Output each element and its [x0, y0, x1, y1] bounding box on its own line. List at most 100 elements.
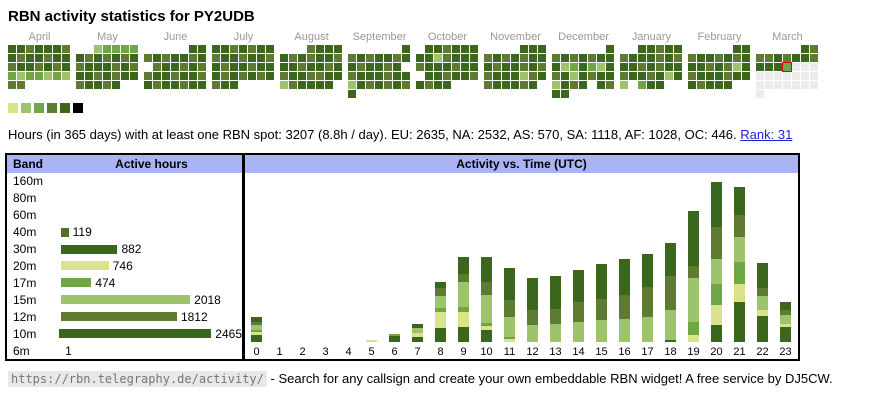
day-cell	[461, 63, 469, 71]
day-cell	[307, 54, 315, 62]
hour-segment-15m	[458, 282, 469, 307]
band-label: 40m	[7, 225, 61, 239]
day-cell	[94, 81, 102, 89]
day-cell	[620, 81, 628, 89]
day-cell	[765, 54, 773, 62]
legend-swatch	[47, 103, 57, 113]
hour-label: 15	[591, 346, 613, 358]
footer-url-link[interactable]: https://rbn.telegraphy.de/activity/	[8, 371, 267, 387]
day-cell	[742, 54, 750, 62]
day-cell	[307, 81, 315, 89]
band-bar	[61, 245, 117, 254]
hour-segment-15m	[527, 325, 538, 342]
legend-swatch	[34, 103, 44, 113]
hour-segment-10m	[642, 254, 653, 287]
hour-bar	[389, 334, 400, 342]
day-cell	[162, 72, 170, 80]
day-cell	[629, 72, 637, 80]
month-block: July	[212, 29, 275, 99]
day-cell	[561, 54, 569, 62]
hour-bar	[619, 259, 630, 342]
day-cell	[316, 63, 324, 71]
day-cell	[239, 45, 247, 53]
day-cell	[620, 72, 628, 80]
day-cell	[470, 54, 478, 62]
day-cell	[774, 54, 782, 62]
hour-segment-12m	[734, 215, 745, 237]
day-cell	[561, 72, 569, 80]
month-block: September	[348, 29, 411, 99]
day-cell	[85, 81, 93, 89]
day-cell	[443, 63, 451, 71]
day-cell	[552, 63, 560, 71]
day-cell	[366, 54, 374, 62]
day-cell	[348, 90, 356, 98]
day-cell	[325, 54, 333, 62]
day-cell	[665, 45, 673, 53]
day-cell	[375, 63, 383, 71]
day-cell	[801, 63, 809, 71]
day-cell	[348, 81, 356, 89]
day-cell	[230, 72, 238, 80]
day-cell	[103, 45, 111, 53]
day-cell	[162, 81, 170, 89]
day-cell	[280, 72, 288, 80]
hour-segment-10m	[481, 257, 492, 282]
day-cell	[579, 54, 587, 62]
hour-segment-15m	[734, 237, 745, 262]
day-cell	[153, 72, 161, 80]
day-cell	[638, 54, 646, 62]
day-cell	[647, 72, 655, 80]
band-bar	[61, 228, 69, 237]
band-value: 746	[113, 259, 133, 273]
footer-text: - Search for any callsign and create you…	[271, 371, 833, 386]
day-cell	[62, 72, 70, 80]
day-cell	[26, 72, 34, 80]
day-cell	[647, 81, 655, 89]
day-cell	[629, 63, 637, 71]
hour-label: 18	[660, 346, 682, 358]
day-cell	[280, 54, 288, 62]
hour-segment-15m	[573, 322, 584, 342]
band-row: 60m	[7, 207, 242, 224]
day-cell	[212, 45, 220, 53]
day-cell	[638, 81, 646, 89]
hour-label: 22	[752, 346, 774, 358]
day-cell	[112, 63, 120, 71]
day-cell	[552, 81, 560, 89]
hour-segment-20m	[458, 312, 469, 327]
hour-segment-12m	[711, 227, 722, 259]
day-cell	[121, 45, 129, 53]
hour-segment-10m	[573, 270, 584, 302]
day-cell	[94, 63, 102, 71]
day-cell	[742, 63, 750, 71]
band-column-header: Band	[7, 157, 61, 171]
day-cell	[452, 63, 460, 71]
day-cell	[189, 63, 197, 71]
day-cell	[53, 54, 61, 62]
day-cell	[579, 63, 587, 71]
month-label: January	[620, 29, 683, 45]
day-cell	[656, 81, 664, 89]
day-cell	[715, 81, 723, 89]
day-cell	[289, 63, 297, 71]
day-cell	[638, 72, 646, 80]
month-grid	[144, 45, 207, 99]
rank-link[interactable]: Rank: 31	[740, 127, 792, 142]
day-cell	[298, 72, 306, 80]
day-cell	[212, 54, 220, 62]
day-cell	[452, 54, 460, 62]
active-hours-column-header: Active hours	[61, 157, 242, 171]
day-cell	[239, 72, 247, 80]
band-value: 2018	[194, 293, 221, 307]
month-label: July	[212, 29, 275, 45]
hour-label: 4	[338, 346, 360, 358]
day-cell	[17, 54, 25, 62]
day-cell	[552, 90, 560, 98]
hour-segment-10m	[757, 263, 768, 288]
hour-segment-12m	[481, 282, 492, 295]
month-grid	[688, 45, 751, 99]
hour-segment-10m	[458, 257, 469, 274]
day-cell	[810, 54, 818, 62]
